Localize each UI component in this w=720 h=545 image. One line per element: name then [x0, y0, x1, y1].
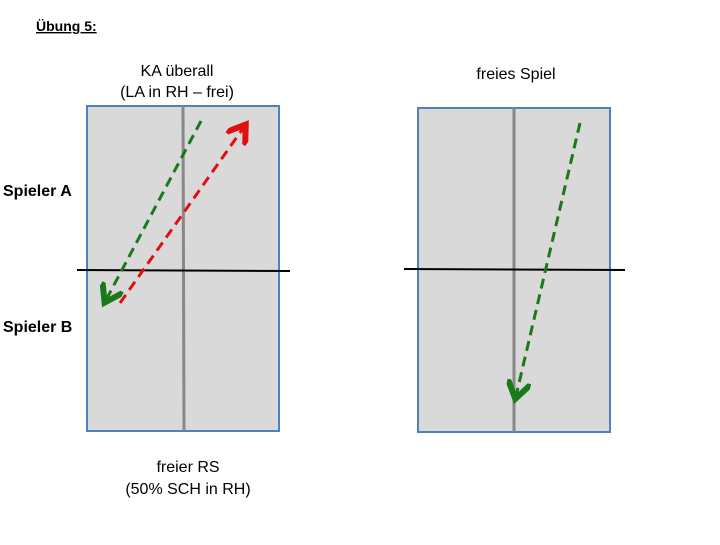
arrow [118, 127, 244, 304]
player-label: Spieler B [3, 319, 72, 336]
net [403, 268, 626, 271]
title: Übung 5: [36, 18, 97, 34]
caption: freies Spiel [476, 66, 555, 83]
caption: (LA in RH – frei) [120, 84, 234, 101]
caption: KA überall [141, 63, 214, 80]
caption: freier RS [156, 459, 219, 476]
caption: (50% SCH in RH) [125, 481, 250, 498]
centerline [181, 105, 186, 432]
net [76, 269, 291, 272]
player-label: Spieler A [3, 183, 72, 200]
arrow [106, 120, 203, 300]
arrow [516, 122, 582, 396]
